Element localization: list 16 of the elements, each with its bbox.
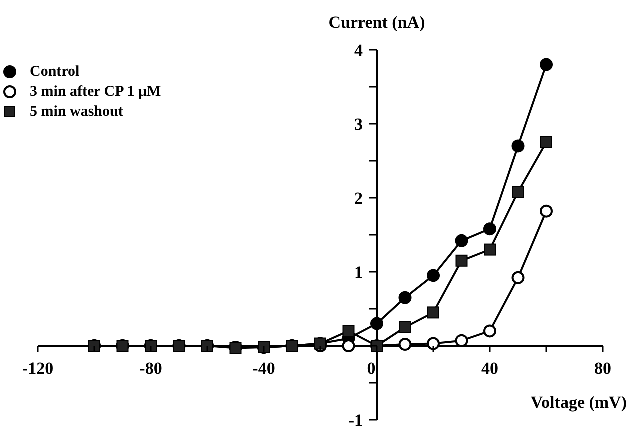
y-tick-label: 3 xyxy=(354,115,363,134)
x-tick-label: 0 xyxy=(367,359,376,378)
x-tick-label: -40 xyxy=(252,359,276,378)
y-tick-label: 2 xyxy=(354,189,363,208)
y-tick-label: 1 xyxy=(354,263,363,282)
legend-label: Control xyxy=(30,64,80,80)
legend-label: 5 min washout xyxy=(30,104,124,120)
legend-label: 3 min after CP 1 μM xyxy=(30,84,162,100)
y-tick-label: -1 xyxy=(348,411,363,428)
y-tick-label: 4 xyxy=(354,41,364,60)
x-tick-label: -80 xyxy=(140,359,162,378)
x-axis-title: Voltage (mV) xyxy=(530,393,627,412)
x-tick-label: 80 xyxy=(594,359,612,378)
x-tick-label: 40 xyxy=(482,359,498,378)
x-tick-label: -120 xyxy=(22,359,54,378)
y-axis-title: Current (nA) xyxy=(328,13,426,32)
